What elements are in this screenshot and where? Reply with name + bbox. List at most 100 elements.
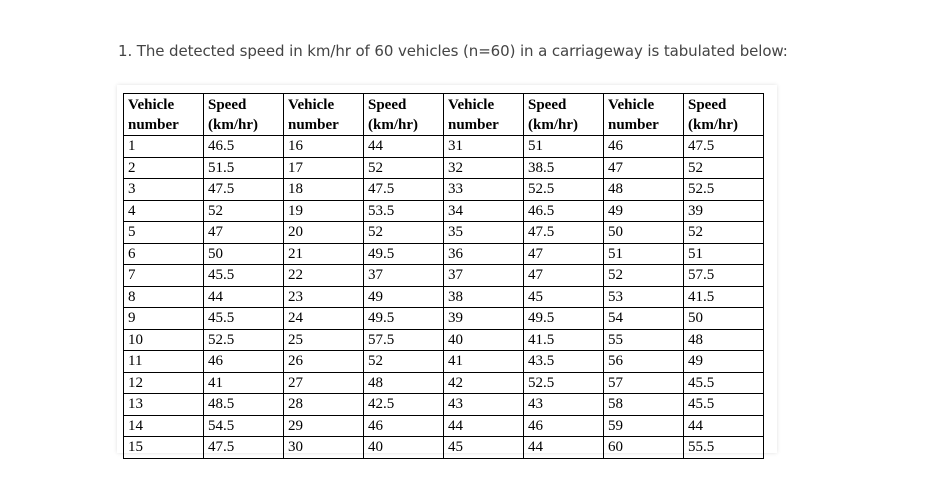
table-row: 8 44 23 49 38 45 53 41.5 xyxy=(123,285,764,308)
speed-cell: 50 xyxy=(203,242,284,265)
speed-cell: 44 xyxy=(363,135,444,158)
vehicle-number-cell: 1 xyxy=(123,135,204,158)
speed-cell: 41.5 xyxy=(523,328,604,351)
vehicle-number-cell: 53 xyxy=(603,285,684,308)
speed-cell: 44 xyxy=(203,285,284,308)
vehicle-number-cell: 52 xyxy=(603,264,684,287)
speed-cell: 45 xyxy=(523,285,604,308)
speed-cell: 48 xyxy=(683,328,764,351)
header-vehicle-number: Vehicle number xyxy=(443,93,524,136)
header-speed: Speed (km/hr) xyxy=(683,93,764,136)
vehicle-number-cell: 24 xyxy=(283,307,364,330)
speed-cell: 44 xyxy=(523,436,604,459)
vehicle-number-cell: 46 xyxy=(603,135,684,158)
header-line: Speed xyxy=(368,96,407,113)
speed-cell: 39 xyxy=(683,199,764,222)
vehicle-number-cell: 55 xyxy=(603,328,684,351)
speed-cell: 42.5 xyxy=(363,393,444,416)
table-row: 6 50 21 49.5 36 47 51 51 xyxy=(123,242,764,265)
vehicle-number-cell: 41 xyxy=(443,350,524,373)
table-row: 12 41 27 48 42 52.5 57 45.5 xyxy=(123,371,764,394)
header-vehicle-number: Vehicle number xyxy=(123,93,204,136)
header-line: number xyxy=(448,116,499,133)
vehicle-number-cell: 20 xyxy=(283,221,364,244)
table-row: 13 48.5 28 42.5 43 43 58 45.5 xyxy=(123,393,764,416)
table-header-row: Vehicle number Speed (km/hr) Vehicle number Sp… xyxy=(123,93,764,136)
speed-cell: 41 xyxy=(203,371,284,394)
speed-cell: 43 xyxy=(523,393,604,416)
speed-cell: 45.5 xyxy=(683,371,764,394)
vehicle-number-cell: 44 xyxy=(443,414,524,437)
speed-cell: 52 xyxy=(203,199,284,222)
vehicle-number-cell: 48 xyxy=(603,178,684,201)
vehicle-number-cell: 60 xyxy=(603,436,684,459)
table-row: 9 45.5 24 49.5 39 49.5 54 50 xyxy=(123,307,764,330)
speed-cell: 57.5 xyxy=(363,328,444,351)
vehicle-number-cell: 39 xyxy=(443,307,524,330)
table-row: 1 46.5 16 44 31 51 46 47.5 xyxy=(123,135,764,158)
header-line: Speed xyxy=(528,96,567,113)
speed-cell: 47 xyxy=(523,264,604,287)
speed-cell: 37 xyxy=(363,264,444,287)
speed-cell: 49.5 xyxy=(523,307,604,330)
vehicle-number-cell: 15 xyxy=(123,436,204,459)
speed-cell: 43.5 xyxy=(523,350,604,373)
vehicle-number-cell: 6 xyxy=(123,242,204,265)
speed-cell: 45.5 xyxy=(683,393,764,416)
speed-cell: 45.5 xyxy=(203,307,284,330)
question-text: 1. The detected speed in km/hr of 60 veh… xyxy=(118,42,788,60)
vehicle-number-cell: 34 xyxy=(443,199,524,222)
vehicle-number-cell: 27 xyxy=(283,371,364,394)
vehicle-number-cell: 54 xyxy=(603,307,684,330)
vehicle-number-cell: 57 xyxy=(603,371,684,394)
speed-cell: 47.5 xyxy=(523,221,604,244)
speed-cell: 54.5 xyxy=(203,414,284,437)
vehicle-number-cell: 21 xyxy=(283,242,364,265)
speed-cell: 46.5 xyxy=(523,199,604,222)
vehicle-number-cell: 43 xyxy=(443,393,524,416)
header-line: Vehicle xyxy=(448,96,495,113)
table-row: 7 45.5 22 37 37 47 52 57.5 xyxy=(123,264,764,287)
speed-cell: 44 xyxy=(683,414,764,437)
vehicle-number-cell: 28 xyxy=(283,393,364,416)
speed-cell: 52 xyxy=(683,221,764,244)
header-speed: Speed (km/hr) xyxy=(203,93,284,136)
vehicle-number-cell: 35 xyxy=(443,221,524,244)
speed-cell: 55.5 xyxy=(683,436,764,459)
speed-cell: 51.5 xyxy=(203,156,284,179)
header-line: Vehicle xyxy=(608,96,655,113)
vehicle-number-cell: 29 xyxy=(283,414,364,437)
speed-cell: 50 xyxy=(683,307,764,330)
speed-cell: 46 xyxy=(523,414,604,437)
vehicle-number-cell: 13 xyxy=(123,393,204,416)
vehicle-number-cell: 59 xyxy=(603,414,684,437)
table-row: 4 52 19 53.5 34 46.5 49 39 xyxy=(123,199,764,222)
vehicle-number-cell: 8 xyxy=(123,285,204,308)
vehicle-number-cell: 4 xyxy=(123,199,204,222)
table-row: 14 54.5 29 46 44 46 59 44 xyxy=(123,414,764,437)
header-speed: Speed (km/hr) xyxy=(363,93,444,136)
speed-cell: 40 xyxy=(363,436,444,459)
vehicle-number-cell: 45 xyxy=(443,436,524,459)
vehicle-number-cell: 5 xyxy=(123,221,204,244)
speed-cell: 52.5 xyxy=(203,328,284,351)
speed-cell: 38.5 xyxy=(523,156,604,179)
header-line: number xyxy=(288,116,339,133)
vehicle-number-cell: 12 xyxy=(123,371,204,394)
vehicle-number-cell: 14 xyxy=(123,414,204,437)
vehicle-number-cell: 19 xyxy=(283,199,364,222)
table-row: 15 47.5 30 40 45 44 60 55.5 xyxy=(123,436,764,459)
header-line: number xyxy=(128,116,179,133)
speed-cell: 48.5 xyxy=(203,393,284,416)
vehicle-number-cell: 50 xyxy=(603,221,684,244)
table-row: 2 51.5 17 52 32 38.5 47 52 xyxy=(123,156,764,179)
vehicle-number-cell: 40 xyxy=(443,328,524,351)
speed-cell: 46 xyxy=(203,350,284,373)
vehicle-number-cell: 17 xyxy=(283,156,364,179)
speed-cell: 52 xyxy=(363,350,444,373)
vehicle-number-cell: 32 xyxy=(443,156,524,179)
vehicle-number-cell: 23 xyxy=(283,285,364,308)
vehicle-number-cell: 3 xyxy=(123,178,204,201)
header-line: Speed xyxy=(208,96,247,113)
speed-cell: 47.5 xyxy=(203,436,284,459)
